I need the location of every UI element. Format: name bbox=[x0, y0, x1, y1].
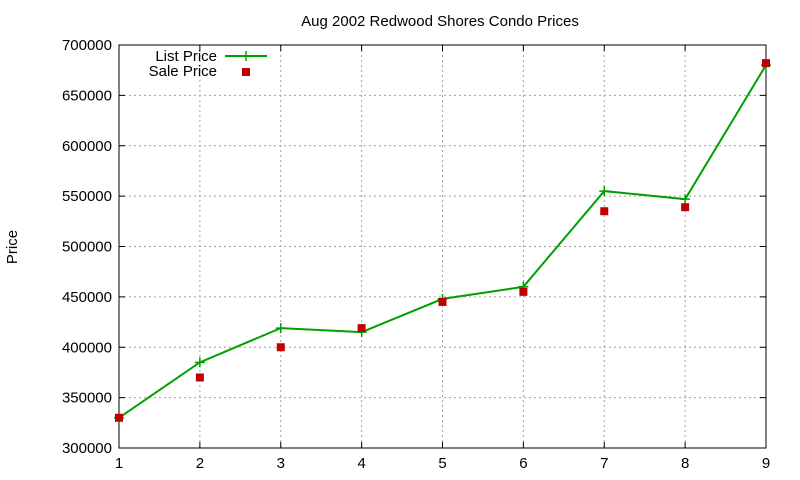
legend-label-list-price: List Price bbox=[155, 48, 217, 65]
x-tick-label: 4 bbox=[357, 455, 365, 472]
data-point-sale-price bbox=[600, 207, 609, 216]
data-point-list-price bbox=[599, 186, 610, 197]
data-point-sale-price bbox=[519, 287, 528, 296]
y-tick-label: 650000 bbox=[62, 87, 112, 104]
x-tick-label: 2 bbox=[196, 455, 204, 472]
data-point-sale-price bbox=[276, 343, 285, 352]
y-tick-label: 600000 bbox=[62, 138, 112, 155]
legend-label-sale-price: Sale Price bbox=[149, 63, 217, 80]
x-tick-label: 6 bbox=[519, 455, 527, 472]
y-tick-label: 450000 bbox=[62, 289, 112, 306]
y-tick-label: 400000 bbox=[62, 339, 112, 356]
grid-lines bbox=[119, 45, 766, 448]
chart-title: Aug 2002 Redwood Shores Condo Prices bbox=[301, 13, 579, 30]
x-tick-label: 3 bbox=[277, 455, 285, 472]
x-tick-label: 1 bbox=[115, 455, 123, 472]
y-tick-label: 350000 bbox=[62, 390, 112, 407]
data-point-sale-price bbox=[357, 324, 366, 333]
x-tick-label: 9 bbox=[762, 455, 770, 472]
data-point-list-price bbox=[194, 357, 205, 368]
data-point-sale-price bbox=[762, 59, 770, 68]
legend-marker-list-price bbox=[241, 51, 251, 61]
data-point-sale-price bbox=[681, 203, 690, 212]
x-tick-label: 7 bbox=[600, 455, 608, 472]
series bbox=[114, 59, 771, 423]
x-tick-label: 5 bbox=[438, 455, 446, 472]
legend: List Price Sale Price bbox=[149, 48, 267, 80]
data-point-list-price bbox=[680, 194, 691, 205]
data-point-sale-price bbox=[115, 413, 123, 422]
y-tick-label: 300000 bbox=[62, 440, 112, 457]
legend-marker-sale-price bbox=[242, 68, 250, 76]
x-tick-label: 8 bbox=[681, 455, 689, 472]
data-point-sale-price bbox=[195, 373, 204, 382]
y-tick-label: 500000 bbox=[62, 239, 112, 256]
data-point-list-price bbox=[275, 323, 286, 334]
y-axis-label: Price bbox=[4, 230, 21, 264]
axis-ticks: 300000 350000 400000 450000 500000 550000 6000… bbox=[62, 37, 770, 472]
y-tick-label: 700000 bbox=[62, 37, 112, 54]
data-point-sale-price bbox=[438, 297, 447, 306]
y-tick-label: 550000 bbox=[62, 188, 112, 205]
